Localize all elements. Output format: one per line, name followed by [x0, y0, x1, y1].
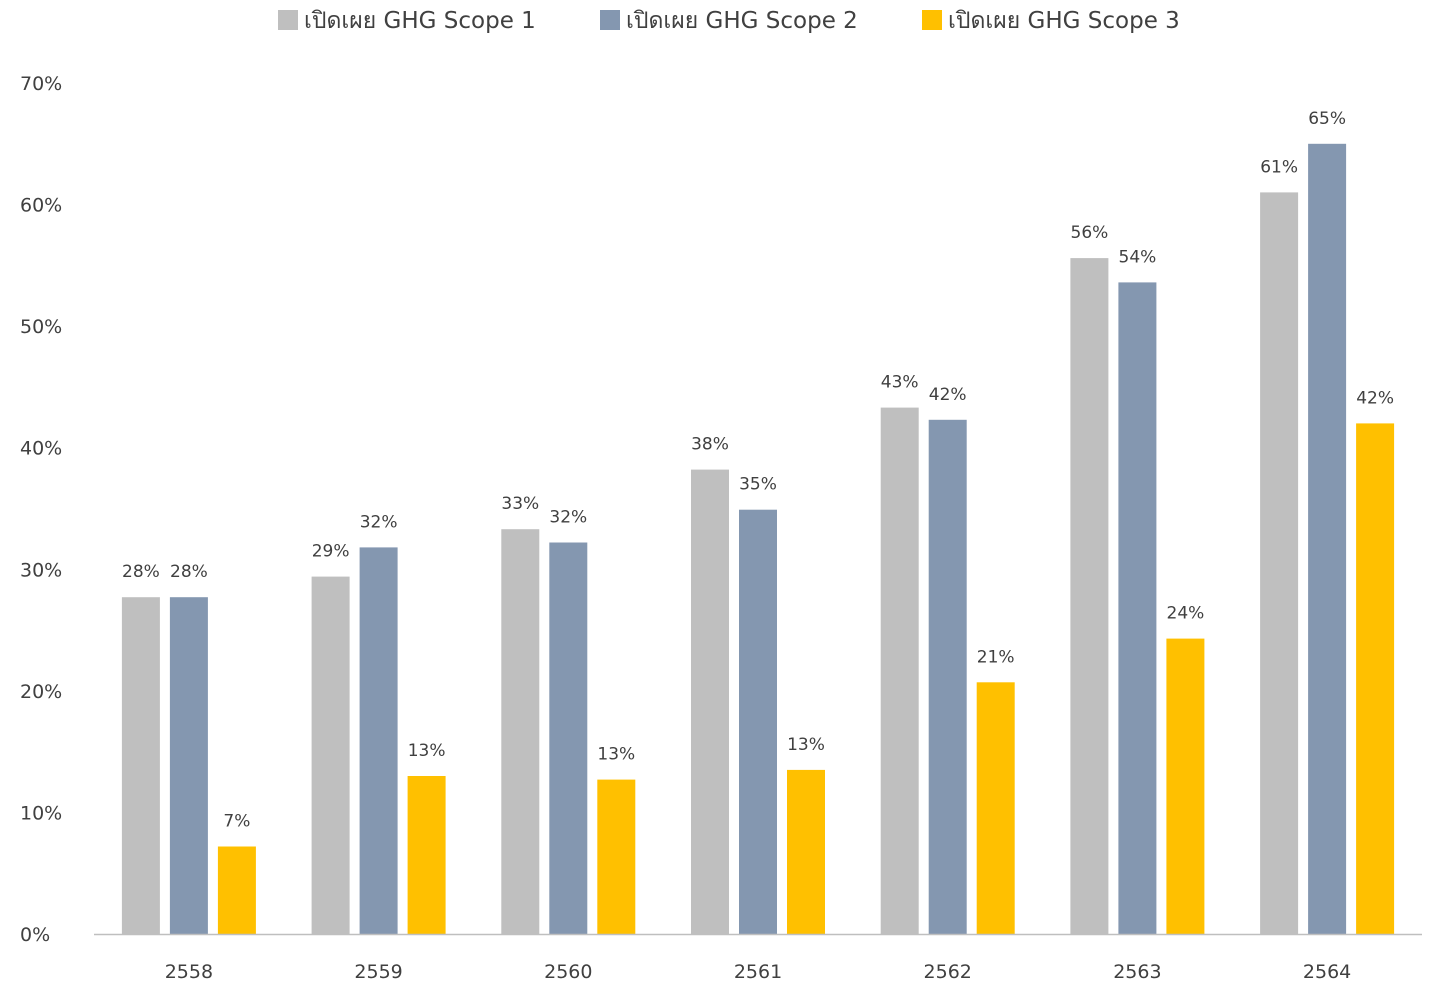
- bar-2561-scope-2: [739, 509, 777, 934]
- y-tick-label: 50%: [20, 316, 62, 338]
- bar-2562-scope-3: [976, 682, 1015, 934]
- y-tick-label: 60%: [20, 195, 62, 217]
- data-label-2558-scope-3: 7%: [223, 812, 250, 832]
- data-label-2559-scope-1: 29%: [312, 542, 350, 562]
- bar-2563-scope-3: [1166, 638, 1205, 934]
- bar-2562-scope-1: [880, 407, 919, 935]
- data-label-2560-scope-2: 32%: [549, 508, 587, 528]
- data-label-2558-scope-1: 28%: [122, 562, 160, 582]
- legend-swatch-scope-2: [600, 10, 620, 30]
- x-tick-label: 2559: [354, 961, 402, 982]
- y-tick-label: 30%: [20, 559, 62, 581]
- bar-2564-scope-2: [1308, 143, 1347, 935]
- bar-2561-scope-3: [787, 769, 825, 934]
- y-tick-label: 70%: [20, 73, 62, 95]
- data-labels: 28% 28% 7% 29% 32% 13% 33% 32% 13% 38% 35% 13% 43% 42…: [122, 109, 1394, 832]
- legend-swatch-scope-1: [278, 10, 298, 30]
- bar-2559-scope-2: [359, 547, 398, 934]
- data-label-2562-scope-2: 42%: [929, 385, 967, 405]
- x-tick-label: 2562: [924, 961, 972, 982]
- data-label-2561-scope-2: 35%: [739, 475, 777, 495]
- data-label-2562-scope-1: 43%: [881, 373, 919, 393]
- bar-2558-scope-2: [169, 597, 208, 934]
- data-label-2559-scope-2: 32%: [360, 512, 398, 532]
- data-label-2563-scope-2: 54%: [1119, 247, 1157, 267]
- bar-2559-scope-1: [311, 576, 350, 934]
- y-tick-label: 40%: [20, 438, 62, 460]
- legend-swatch-scope-3: [922, 10, 942, 30]
- data-label-2562-scope-3: 21%: [977, 647, 1015, 667]
- legend-label-scope-2: เปิดเผย GHG Scope 2: [626, 8, 858, 34]
- legend-label-scope-1: เปิดเผย GHG Scope 1: [304, 8, 536, 34]
- bar-2564-scope-1: [1260, 192, 1299, 934]
- data-label-2561-scope-3: 13%: [787, 735, 825, 755]
- bar-2560-scope-3: [597, 779, 636, 934]
- bar-2564-scope-3: [1356, 423, 1395, 934]
- data-label-2560-scope-1: 33%: [501, 494, 539, 514]
- y-axis: 0% 10% 20% 30% 40% 50% 60% 70%: [20, 73, 62, 946]
- data-label-2560-scope-3: 13%: [597, 745, 635, 765]
- legend-label-scope-3: เปิดเผย GHG Scope 3: [948, 8, 1180, 34]
- x-tick-label: 2563: [1113, 961, 1161, 982]
- data-label-2559-scope-3: 13%: [408, 741, 446, 761]
- bar-2563-scope-2: [1118, 282, 1157, 934]
- x-tick-label: 2564: [1303, 961, 1351, 982]
- bar-2559-scope-3: [407, 776, 446, 934]
- y-tick-label: 10%: [20, 802, 62, 824]
- bar-2563-scope-1: [1070, 258, 1109, 935]
- data-label-2563-scope-3: 24%: [1167, 604, 1205, 624]
- bar-2558-scope-3: [217, 846, 256, 934]
- y-tick-label: 0%: [20, 924, 50, 946]
- bars: [121, 143, 1395, 935]
- data-label-2558-scope-2: 28%: [170, 562, 208, 582]
- x-tick-label: 2558: [165, 961, 213, 982]
- x-tick-label: 2560: [544, 961, 592, 982]
- bar-2561-scope-1: [691, 469, 729, 934]
- x-tick-label: 2561: [734, 961, 782, 982]
- bar-2562-scope-2: [928, 419, 967, 934]
- bar-2560-scope-1: [501, 529, 540, 934]
- bar-2560-scope-2: [549, 542, 588, 934]
- data-label-2564-scope-1: 61%: [1260, 157, 1298, 177]
- data-label-2563-scope-1: 56%: [1071, 223, 1109, 243]
- data-label-2564-scope-3: 42%: [1356, 388, 1394, 408]
- x-axis: 2558 2559 2560 2561 2562 2563 2564: [94, 933, 1422, 982]
- y-tick-label: 20%: [20, 681, 62, 703]
- legend: เปิดเผย GHG Scope 1 เปิดเผย GHG Scope 2 เป…: [278, 8, 1180, 34]
- data-label-2564-scope-2: 65%: [1308, 109, 1346, 129]
- data-label-2561-scope-1: 38%: [691, 435, 729, 455]
- bar-2558-scope-1: [121, 597, 160, 934]
